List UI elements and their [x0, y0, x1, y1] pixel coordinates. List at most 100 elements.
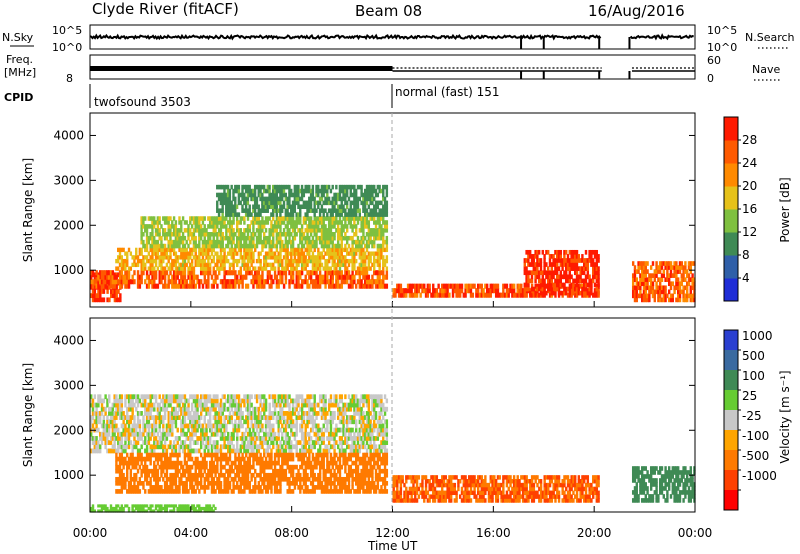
- heatmap-cell: [581, 254, 584, 259]
- heatmap-cell: [414, 283, 417, 289]
- heatmap-cell: [167, 283, 170, 289]
- heatmap-cell: [135, 423, 138, 429]
- heatmap-cell: [259, 232, 262, 237]
- heatmap-cell: [252, 208, 255, 213]
- heatmap-cell: [171, 243, 174, 249]
- heatmap-cell: [539, 258, 543, 263]
- heatmap-cell: [100, 297, 104, 303]
- heatmap-cell: [214, 279, 217, 285]
- heatmap-cell: [252, 216, 255, 221]
- heatmap-cell: [214, 431, 217, 437]
- heatmap-cell: [378, 184, 381, 190]
- heatmap-cell: [322, 228, 325, 233]
- heatmap-cell: [344, 258, 347, 264]
- heatmap-cell: [360, 243, 363, 249]
- heatmap-cell: [163, 243, 167, 249]
- heatmap-cell: [145, 444, 149, 450]
- heatmap-cell: [115, 427, 118, 433]
- heatmap-cell: [189, 415, 192, 420]
- heatmap-cell: [237, 239, 241, 245]
- heatmap-cell: [207, 283, 210, 289]
- heatmap-cell: [693, 285, 696, 291]
- heatmap-cell: [365, 427, 369, 433]
- heatmap-cell: [181, 406, 185, 412]
- heatmap-cell: [583, 286, 586, 292]
- heatmap-cell: [198, 258, 201, 264]
- heatmap-cell: [93, 289, 97, 294]
- heatmap-cell: [459, 283, 462, 289]
- heatmap-cell: [311, 235, 315, 241]
- heatmap-cell: [212, 228, 215, 233]
- heatmap-cell: [120, 266, 124, 271]
- heatmap-cell: [358, 419, 362, 425]
- heatmap-cell: [97, 411, 100, 416]
- heatmap-cell: [279, 415, 282, 420]
- heatmap-cell: [95, 423, 98, 429]
- heatmap-cell: [293, 192, 297, 198]
- heatmap-cell: [117, 258, 120, 264]
- heatmap-cell: [286, 212, 289, 217]
- heatmap-cell: [203, 228, 206, 233]
- heatmap-cell: [171, 448, 174, 454]
- heatmap-cell: [171, 279, 174, 285]
- heatmap-cell: [169, 232, 172, 237]
- heatmap-cell: [165, 216, 169, 221]
- heatmap-cell: [272, 411, 275, 416]
- heatmap-cell: [362, 444, 365, 450]
- heatmap-cell: [248, 427, 252, 433]
- heatmap-cell: [369, 184, 372, 190]
- heatmap-cell: [227, 279, 230, 285]
- heatmap-cell: [140, 270, 143, 276]
- heatmap-cell: [237, 220, 241, 225]
- heatmap-cell: [203, 431, 206, 437]
- heatmap-cell: [308, 247, 311, 253]
- heatmap-cell: [291, 444, 295, 450]
- heatmap-cell: [302, 411, 306, 416]
- heatmap-cell: [207, 232, 210, 237]
- heatmap-cell: [651, 273, 655, 278]
- heatmap-cell: [649, 273, 653, 278]
- heatmap-cell: [261, 204, 264, 210]
- heatmap-cell: [208, 398, 212, 404]
- heatmap-cell: [172, 239, 176, 245]
- heatmap-cell: [180, 440, 183, 445]
- heatmap-cell: [163, 444, 167, 450]
- heatmap-cell: [250, 402, 253, 408]
- heatmap-cell: [327, 196, 331, 202]
- heatmap-cell: [268, 232, 271, 237]
- heatmap-cell: [199, 228, 203, 233]
- heatmap-cell: [329, 220, 333, 225]
- cpid-segment-1: twofsound 3503: [94, 95, 191, 109]
- heatmap-cell: [214, 394, 217, 400]
- heatmap-cell: [223, 436, 226, 441]
- heatmap-cell: [223, 423, 226, 429]
- heatmap-cell: [358, 212, 361, 217]
- heatmap-cell: [528, 249, 532, 255]
- heatmap-cell: [356, 444, 360, 450]
- heatmap-cell: [212, 406, 215, 412]
- heatmap-cell: [131, 448, 134, 454]
- heatmap-cell: [293, 398, 297, 404]
- heatmap-cell: [355, 406, 358, 412]
- heatmap-cell: [326, 274, 329, 280]
- heatmap-cell: [277, 196, 280, 202]
- heatmap-cell: [320, 204, 324, 210]
- heatmap-cell: [356, 440, 360, 445]
- heatmap-cell: [327, 216, 331, 221]
- heatmap-cell: [124, 415, 127, 420]
- heatmap-cell: [264, 204, 268, 210]
- heatmap-cell: [369, 279, 372, 285]
- heatmap-cell: [347, 415, 351, 420]
- heatmap-cell: [657, 297, 660, 303]
- heatmap-cell: [327, 431, 331, 437]
- heatmap-cell: [570, 258, 573, 263]
- heatmap-cell: [90, 402, 93, 408]
- heatmap-cell: [564, 270, 568, 276]
- heatmap-cell: [271, 208, 275, 213]
- heatmap-cell: [272, 415, 275, 420]
- heatmap-cell: [311, 279, 315, 285]
- heatmap-cell: [288, 444, 291, 450]
- heatmap-cell: [165, 394, 169, 400]
- heatmap-cell: [250, 220, 253, 225]
- heatmap-cell: [559, 282, 562, 288]
